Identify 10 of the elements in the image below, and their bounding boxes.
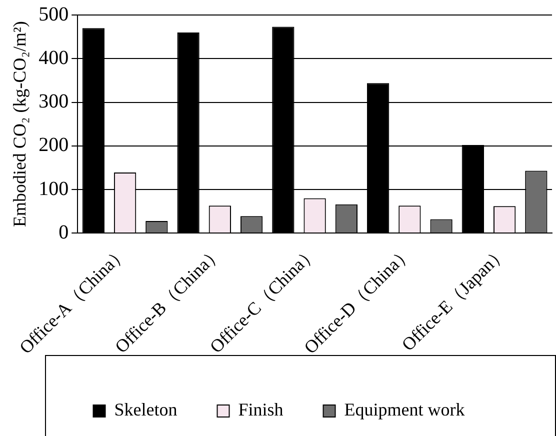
y-axis-title: Embodied CO₂ (kg-CO₂/m²) bbox=[10, 21, 30, 228]
legend-label: Equipment work bbox=[344, 400, 465, 420]
y-tick-label: 100 bbox=[38, 178, 69, 200]
y-tick-label: 400 bbox=[38, 46, 69, 69]
y-tick-label: 500 bbox=[38, 3, 69, 26]
legend-label: Finish bbox=[238, 400, 284, 420]
y-tick-label: 200 bbox=[38, 134, 69, 156]
y-tick-label: 0 bbox=[58, 221, 69, 244]
y-tick-label: 300 bbox=[38, 90, 69, 113]
legend-label: Skeleton bbox=[114, 400, 178, 420]
